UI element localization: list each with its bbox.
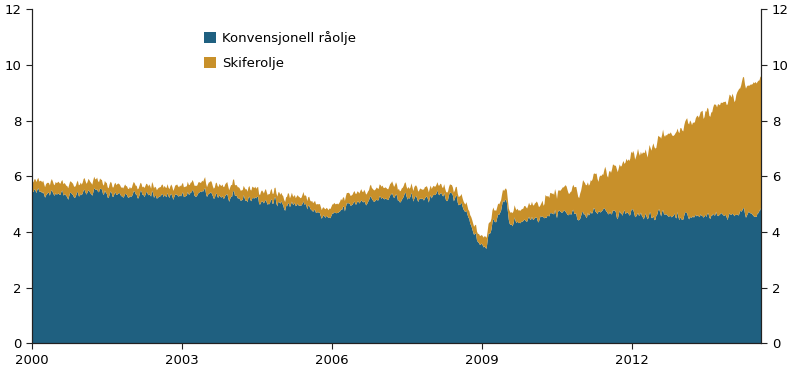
Legend: Konvensjonell råolje, Skiferolje: Konvensjonell råolje, Skiferolje [199, 26, 362, 75]
